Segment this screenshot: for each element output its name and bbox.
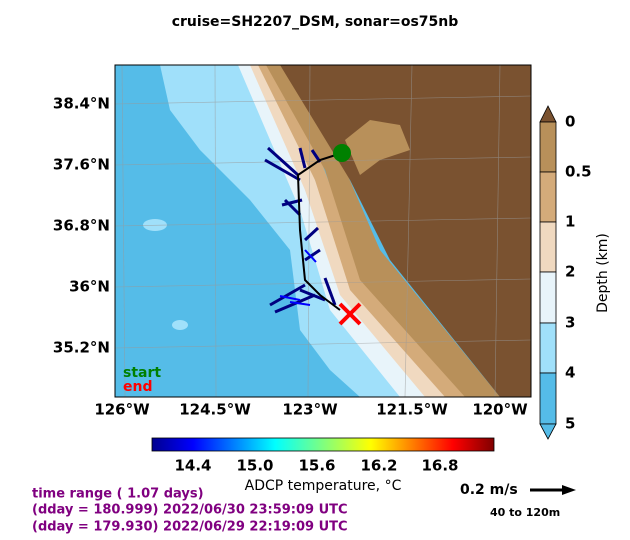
depth-tick: 0: [565, 113, 575, 131]
lat-label: 37.6°N: [53, 156, 110, 174]
temp-tick: 16.2: [360, 457, 397, 475]
depth-tick: 5: [565, 415, 575, 433]
scale-arrowhead: [562, 485, 576, 495]
lon-label: 120°W: [472, 401, 528, 419]
depth-colorbar: [539, 105, 557, 440]
depth-tick: 1: [565, 213, 575, 231]
lon-label: 124.5°W: [179, 401, 251, 419]
depth-tick: 3: [565, 314, 575, 332]
legend-start: start: [123, 365, 161, 381]
lat-label: 38.4°N: [53, 95, 110, 113]
title: cruise=SH2207_DSM, sonar=os75nb: [172, 14, 459, 30]
lon-label: 123°W: [282, 401, 338, 419]
footer-line: (dday = 179.930) 2022/06/29 22:19:09 UTC: [32, 520, 348, 535]
map-frame: [114, 64, 532, 398]
lat-label: 36°N: [69, 278, 110, 296]
temp-colorbar: [151, 437, 495, 452]
temp-label: ADCP temperature, °C: [245, 478, 402, 494]
lat-label: 36.8°N: [53, 217, 110, 235]
temp-tick: 16.8: [421, 457, 458, 475]
scale-speed: 0.2 m/s: [460, 482, 518, 498]
map: start end: [115, 65, 531, 397]
scale-depth: 40 to 120m: [490, 506, 560, 519]
lat-label: 35.2°N: [53, 339, 110, 357]
depth-tick: 2: [565, 263, 575, 281]
legend-end: end: [123, 379, 152, 395]
depth-tick: 0.5: [565, 163, 592, 181]
footer-line: time range ( 1.07 days): [32, 487, 204, 502]
temp-tick: 15.0: [236, 457, 273, 475]
depth-label: Depth (km): [595, 233, 611, 313]
footer-line: (dday = 180.999) 2022/06/30 23:59:09 UTC: [32, 503, 348, 518]
lon-label: 121.5°W: [376, 401, 448, 419]
temp-tick: 14.4: [174, 457, 211, 475]
lon-label: 126°W: [94, 401, 150, 419]
temp-tick: 15.6: [298, 457, 335, 475]
depth-tick: 4: [565, 364, 575, 382]
